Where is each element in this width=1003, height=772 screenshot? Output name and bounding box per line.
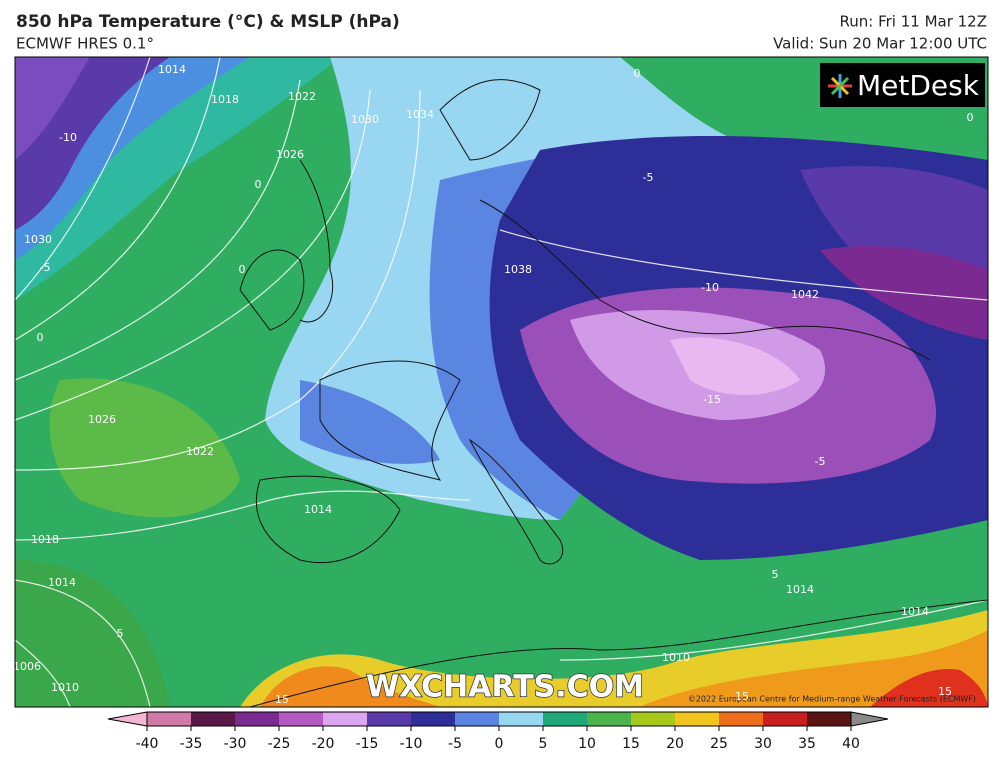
contour-label: 1026 bbox=[276, 148, 304, 161]
contour-label: 1022 bbox=[186, 445, 214, 458]
contour-label: 15 bbox=[735, 690, 749, 703]
watermark: WXCHARTS.COM bbox=[366, 670, 644, 705]
contour-label: 1030 bbox=[351, 113, 379, 126]
colorbar-tick-label: -5 bbox=[448, 736, 462, 752]
colorbar-tick-label: -40 bbox=[136, 736, 159, 752]
colorbar-segment bbox=[235, 712, 280, 726]
contour-label: 1010 bbox=[51, 681, 79, 694]
colorbar-tick-label: -35 bbox=[180, 736, 203, 752]
contour-label: -5 bbox=[40, 261, 51, 274]
colorbar-segment bbox=[543, 712, 588, 726]
contour-label: -5 bbox=[815, 455, 826, 468]
colorbar-segment bbox=[719, 712, 764, 726]
contour-label: 1022 bbox=[288, 90, 316, 103]
colorbar-segment bbox=[587, 712, 632, 726]
colorbar-end bbox=[107, 711, 148, 727]
map: MetDesk WXCHARTS.COM ©2022 European Cent… bbox=[13, 57, 988, 707]
contour-label: -10 bbox=[701, 281, 719, 294]
colorbar-segment bbox=[631, 712, 676, 726]
contour-label: 1014 bbox=[786, 583, 814, 596]
contour-label: -10 bbox=[59, 131, 77, 144]
contour-label: 1010 bbox=[662, 651, 690, 664]
colorbar-tick-label: -20 bbox=[312, 736, 335, 752]
logo-text: MetDesk bbox=[857, 69, 980, 102]
colorbar: -40 -35 -30 -25 -20 -15 -10 -5 0 5 10 15 20 25 30 35 40 bbox=[107, 711, 889, 752]
colorbar-tick-label: 30 bbox=[754, 736, 772, 752]
run-time: Run: Fri 11 Mar 12Z bbox=[839, 13, 987, 31]
colorbar-tick-label: 40 bbox=[842, 736, 860, 752]
colorbar-tick-label: 0 bbox=[495, 736, 504, 752]
contour-label: 1014 bbox=[48, 576, 76, 589]
colorbar-segment bbox=[411, 712, 456, 726]
contour-label: 1018 bbox=[211, 93, 239, 106]
contour-label: 1014 bbox=[901, 605, 929, 618]
contour-label: 1034 bbox=[406, 108, 434, 121]
contour-label: 0 bbox=[239, 263, 246, 276]
colorbar-tick-label: 10 bbox=[578, 736, 596, 752]
contour-label: 1014 bbox=[304, 503, 332, 516]
contour-label: 0 bbox=[255, 178, 262, 191]
colorbar-tick-label: 25 bbox=[710, 736, 728, 752]
colorbar-segment bbox=[763, 712, 808, 726]
contour-label: -5 bbox=[643, 171, 654, 184]
contour-label: 5 bbox=[117, 627, 124, 640]
contour-label: 5 bbox=[772, 568, 779, 581]
title: 850 hPa Temperature (°C) & MSLP (hPa) bbox=[16, 12, 400, 32]
colorbar-segment bbox=[807, 712, 852, 726]
contour-label: 15 bbox=[275, 693, 289, 706]
colorbar-tick-label: 15 bbox=[622, 736, 640, 752]
valid-time: Valid: Sun 20 Mar 12:00 UTC bbox=[773, 35, 987, 53]
colorbar-end bbox=[850, 711, 889, 727]
colorbar-segment bbox=[323, 712, 368, 726]
colorbar-tick-label: -25 bbox=[268, 736, 291, 752]
colorbar-tick-label: -15 bbox=[356, 736, 379, 752]
colorbar-segment bbox=[367, 712, 412, 726]
contour-label: -15 bbox=[703, 393, 721, 406]
contour-label: 1014 bbox=[158, 63, 186, 76]
colorbar-segment bbox=[147, 712, 192, 726]
subtitle: ECMWF HRES 0.1° bbox=[16, 35, 154, 53]
contour-label: 15 bbox=[938, 685, 952, 698]
logo-icon bbox=[828, 74, 852, 98]
copyright: ©2022 European Centre for Medium-range W… bbox=[688, 695, 976, 704]
contour-label: 1026 bbox=[88, 413, 116, 426]
contour-label: 0 bbox=[967, 111, 974, 124]
contour-label: 0 bbox=[634, 67, 641, 80]
contour-labels: 1014 1018 1022 1026 1030 1034 1030 1038 1042 1026… bbox=[13, 63, 974, 706]
colorbar-tick-label: -10 bbox=[400, 736, 423, 752]
contour-label: 0 bbox=[37, 331, 44, 344]
colorbar-segment bbox=[499, 712, 544, 726]
contour-label: 1030 bbox=[24, 233, 52, 246]
colorbar-segment bbox=[191, 712, 236, 726]
contour-label: 1042 bbox=[791, 288, 819, 301]
colorbar-tick-label: 5 bbox=[539, 736, 548, 752]
map-frame bbox=[14, 56, 989, 708]
colorbar-tick-label: -30 bbox=[224, 736, 247, 752]
contour-label: 1006 bbox=[13, 660, 41, 673]
colorbar-segment bbox=[455, 712, 500, 726]
colorbar-tick-label: 20 bbox=[666, 736, 684, 752]
contour-label: 1018 bbox=[31, 533, 59, 546]
contour-label: 1038 bbox=[504, 263, 532, 276]
colorbar-tick-label: 35 bbox=[798, 736, 816, 752]
colorbar-segment bbox=[279, 712, 324, 726]
colorbar-segment bbox=[675, 712, 720, 726]
